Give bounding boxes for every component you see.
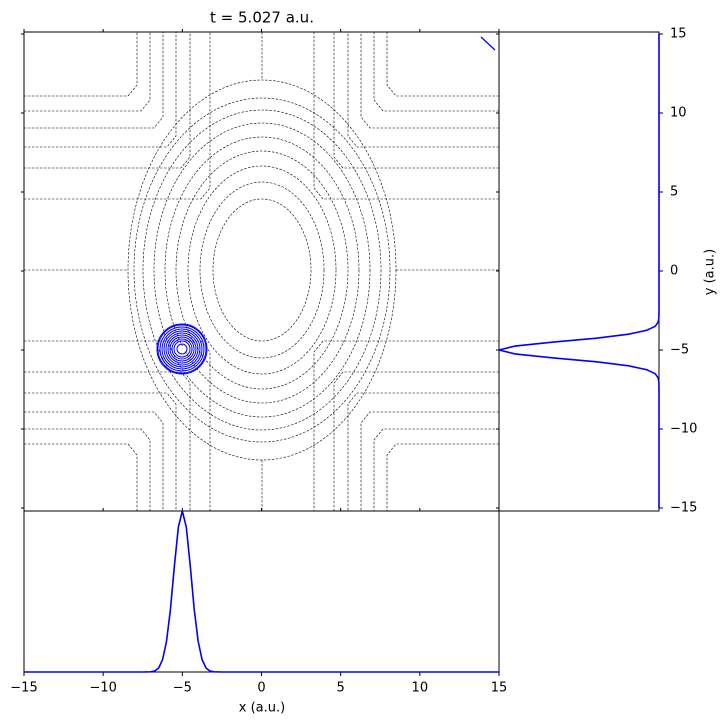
x-tick-label: 0: [257, 681, 265, 696]
contour: [199, 181, 325, 359]
contour: [24, 428, 151, 511]
wavepacket-contour: [163, 330, 201, 368]
contour: [313, 340, 499, 511]
main-frame: [23, 31, 500, 512]
wavepacket-contour: [173, 340, 191, 358]
x-tick-label: 10: [412, 681, 429, 696]
wavepacket-contour: [169, 336, 195, 362]
contour: [24, 32, 177, 148]
y-tick-label: −10: [670, 422, 697, 437]
contour: [333, 32, 499, 169]
marginal-curve: [498, 34, 660, 508]
wavepacket-contour: [161, 328, 203, 370]
contour: [386, 32, 499, 97]
bottom-frame: [23, 510, 500, 673]
y-tick-label: 0: [670, 264, 678, 279]
y-tick-label: 10: [670, 106, 687, 121]
y-tick-label: −5: [670, 343, 689, 358]
contour: [24, 392, 177, 511]
contour: [187, 165, 337, 375]
wavepacket-contour: [165, 332, 199, 366]
contour: [360, 411, 499, 511]
wavepacket-contour: [171, 338, 193, 360]
contour: [347, 392, 499, 511]
contour: [24, 411, 164, 511]
contour: [24, 32, 138, 97]
contour: [175, 150, 349, 390]
contour: [24, 32, 191, 169]
contour: [153, 122, 371, 418]
wavepacket-contour: [157, 324, 207, 374]
chart-title: t = 5.027 a.u.: [210, 9, 314, 27]
contour: [373, 32, 499, 112]
contour: [212, 198, 312, 342]
wavepacket-contour: [156, 323, 208, 375]
y-tick-label: −15: [670, 501, 697, 516]
x-tick-label: −10: [89, 681, 116, 696]
contour: [24, 371, 191, 511]
contour: [24, 32, 151, 112]
contour: [164, 136, 360, 404]
trajectory-segment: [480, 36, 496, 51]
contour: [24, 443, 138, 511]
x-tick-label: 15: [491, 681, 508, 696]
x-tick-label: −5: [173, 681, 192, 696]
contour: [373, 428, 499, 511]
contour: [24, 32, 211, 200]
contour: [133, 97, 391, 443]
right-frame: [498, 31, 660, 512]
x-tick-label: −15: [10, 681, 37, 696]
wavepacket-contour: [176, 343, 188, 355]
contour: [360, 32, 499, 129]
wavepacket-contour: [167, 334, 197, 364]
contour: [24, 32, 164, 129]
contour: [313, 32, 499, 200]
wavepacket-center: [179, 346, 185, 352]
x-tick-label: 5: [337, 681, 345, 696]
y-tick-label: 15: [670, 27, 687, 42]
y-tick-label: 5: [670, 185, 678, 200]
contour: [386, 443, 499, 511]
contour: [142, 109, 382, 431]
marginal-curve: [24, 510, 499, 673]
y-axis-label: y (a.u.): [703, 249, 718, 295]
contour: [333, 371, 499, 511]
x-axis-label: x (a.u.): [239, 701, 285, 716]
contour: [347, 32, 499, 148]
wavepacket-contour: [159, 326, 205, 372]
